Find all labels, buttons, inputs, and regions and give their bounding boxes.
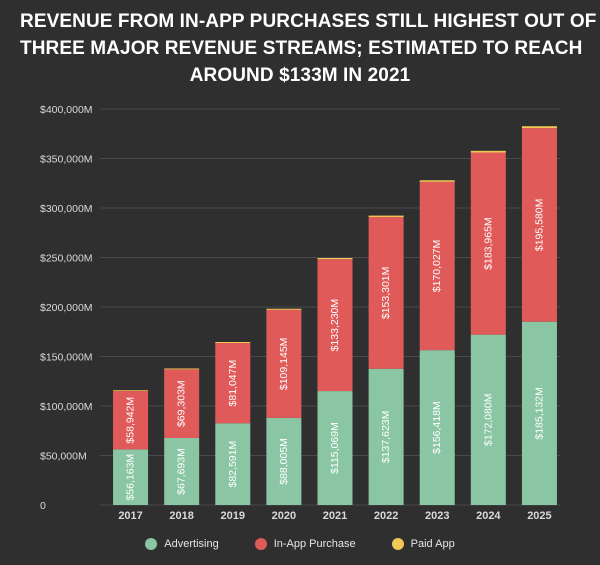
- bar-segment-paid-app: [470, 150, 506, 153]
- x-tick-label: 2017: [118, 510, 142, 522]
- bar-segment-paid-app: [368, 215, 404, 217]
- x-tick-label: 2021: [323, 510, 347, 522]
- data-label-advertising: $67,693M: [176, 448, 188, 495]
- chart-title-line-2: THREE MAJOR REVENUE STREAMS; ESTIMATED T…: [20, 38, 583, 59]
- y-tick-label: $100,000M: [40, 401, 93, 413]
- bar-segment-advertising: [368, 368, 404, 505]
- y-tick-label: $50,000M: [40, 451, 87, 463]
- bar-segment-advertising: [317, 391, 353, 505]
- bar-segment-advertising: [521, 321, 557, 505]
- data-label-advertising: $115,069M: [329, 422, 341, 474]
- x-tick-label: 2023: [425, 510, 449, 522]
- legend-label-advertising: Advertising: [164, 538, 219, 550]
- bar-segment-in-app-purchase: [113, 391, 149, 450]
- legend-item-in-app-purchase: In-App Purchase: [254, 538, 356, 550]
- bar-segment-advertising: [113, 449, 149, 505]
- data-label-advertising: $185,132M: [533, 387, 545, 440]
- chart-title: REVENUE FROM IN-APP PURCHASES STILL HIGH…: [20, 8, 597, 89]
- x-tick-label: 2024: [476, 510, 501, 522]
- data-label-in-app-purchase: $170,027M: [431, 240, 443, 293]
- bar-segment-advertising: [419, 350, 455, 505]
- bar-segment-in-app-purchase: [368, 216, 404, 369]
- bar-segment-in-app-purchase: [317, 259, 353, 392]
- bar-segment-advertising: [164, 437, 200, 505]
- data-label-in-app-purchase: $69,303M: [176, 380, 188, 427]
- bar-segment-paid-app: [317, 257, 353, 260]
- legend-swatch-in-app-purchase: [254, 538, 267, 550]
- data-label-advertising: $88,005M: [278, 438, 290, 485]
- bar-segment-paid-app: [113, 390, 149, 392]
- bar-segment-paid-app: [521, 126, 557, 129]
- x-tick-label: 2018: [169, 510, 193, 522]
- x-tick-label: 2025: [527, 510, 551, 522]
- y-tick-label: $350,000M: [40, 154, 93, 166]
- bar-segment-advertising: [470, 334, 506, 505]
- data-label-in-app-purchase: $81,047M: [227, 360, 239, 407]
- x-tick-label: 2019: [221, 510, 245, 522]
- bar-segment-in-app-purchase: [521, 128, 557, 322]
- stacked-bar-chart: 0 $50,000M $100,000M $150,000M $200,000M $250…: [40, 104, 560, 522]
- bar-segment-advertising: [266, 417, 302, 505]
- bar-segment-in-app-purchase: [215, 342, 251, 424]
- y-tick-label: 0: [40, 500, 46, 512]
- y-tick-label: $200,000M: [40, 302, 93, 314]
- bar-segment-in-app-purchase: [164, 369, 200, 438]
- x-tick-label: 2020: [272, 510, 296, 522]
- x-tick-label: 2022: [374, 510, 398, 522]
- data-label-advertising: $56,163M: [125, 454, 137, 501]
- bar-segment-paid-app: [419, 180, 455, 182]
- bar-segment-in-app-purchase: [419, 181, 455, 351]
- bar-segment-paid-app: [164, 368, 200, 370]
- y-tick-label: $400,000M: [40, 104, 93, 116]
- y-tick-label: $250,000M: [40, 253, 93, 265]
- legend-item-advertising: Advertising: [145, 538, 219, 550]
- data-label-advertising: $172,080M: [482, 394, 494, 447]
- y-tick-label: $150,000M: [40, 352, 93, 364]
- legend-item-paid-app: Paid App: [391, 538, 455, 550]
- data-label-in-app-purchase: $195,580M: [533, 199, 545, 252]
- legend-swatch-paid-app: [391, 538, 404, 550]
- data-label-in-app-purchase: $58,942M: [125, 397, 137, 444]
- bar-segment-in-app-purchase: [266, 309, 302, 418]
- legend-swatch-advertising: [145, 538, 158, 550]
- bar-segment-advertising: [215, 423, 251, 505]
- y-tick-label: $300,000M: [40, 203, 93, 215]
- legend-label-paid-app: Paid App: [410, 538, 455, 550]
- bar-segment-paid-app: [266, 308, 302, 310]
- chart-title-line-3: AROUND $133M IN 2021: [189, 65, 411, 86]
- data-label-in-app-purchase: $183,965M: [482, 217, 494, 270]
- data-label-in-app-purchase: $153,301M: [380, 267, 392, 320]
- bar-segment-paid-app: [215, 342, 251, 343]
- data-label-advertising: $137,623M: [380, 411, 392, 464]
- chart-legend: Advertising In-App Purchase Paid App: [0, 538, 600, 550]
- data-label-advertising: $82,591M: [227, 441, 239, 488]
- data-label-advertising: $156,418M: [431, 401, 443, 454]
- bar-segment-in-app-purchase: [470, 152, 506, 335]
- chart-title-line-1: REVENUE FROM IN-APP PURCHASES STILL HIGH…: [20, 11, 597, 32]
- data-label-in-app-purchase: $109,145M: [278, 338, 290, 391]
- data-label-in-app-purchase: $133,230M: [329, 299, 341, 352]
- legend-label-in-app-purchase: In-App Purchase: [273, 538, 356, 550]
